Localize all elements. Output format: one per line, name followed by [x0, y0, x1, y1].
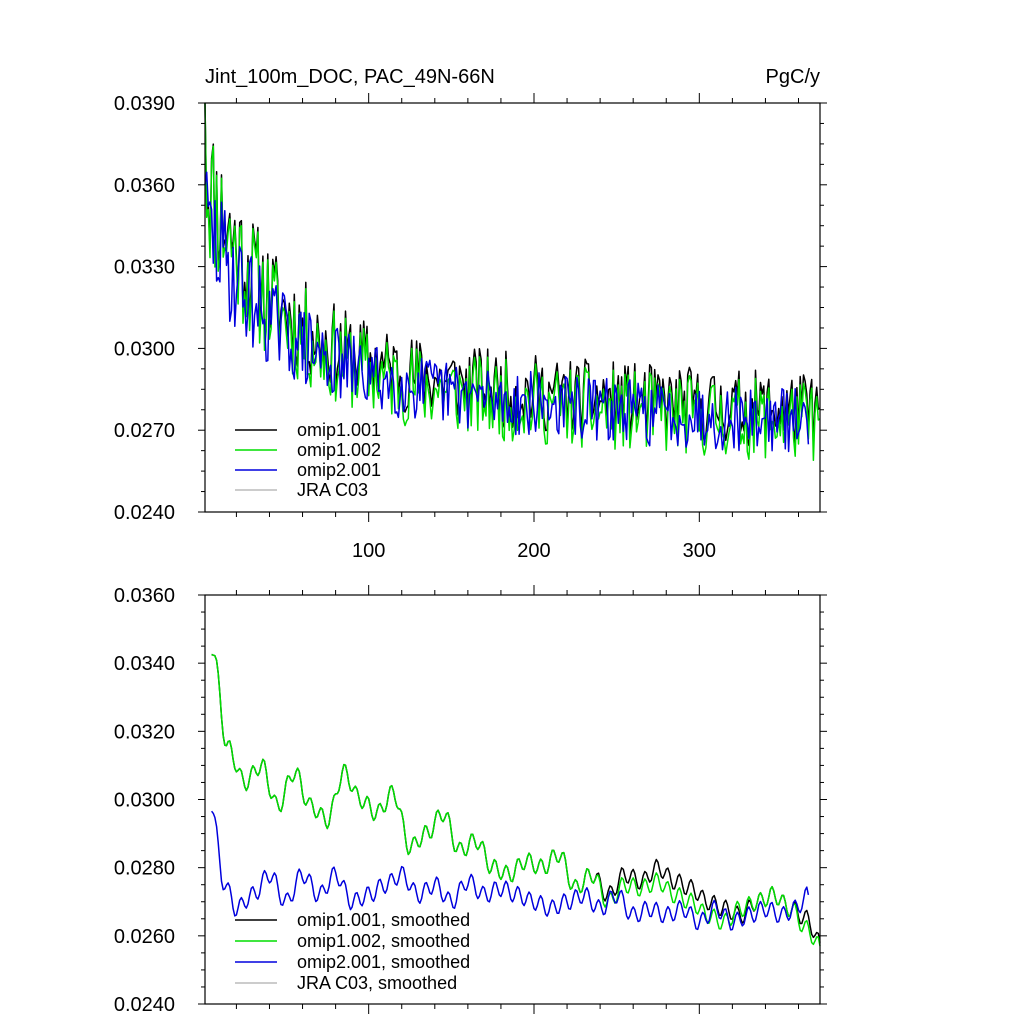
legend-label: omip1.001: [297, 420, 381, 440]
legend-label: JRA C03: [297, 480, 368, 500]
legend-label: omip1.002, smoothed: [297, 931, 470, 951]
y-tick-label: 0.0330: [114, 257, 175, 279]
y-tick-label: 0.0320: [114, 721, 175, 743]
axes: 0.0240 0.0270 0.0300 0.0330 0.0360 0.0390 100 2…: [114, 93, 827, 562]
panel-smoothed: 0.0240 0.0260 0.0280 0.0300 0.0320 0.0340 0.03…: [114, 585, 827, 1016]
y-tick-label: 0.0240: [114, 502, 175, 524]
y-tick-label: 0.0390: [114, 93, 175, 115]
chart-units: PgC/y: [766, 66, 820, 88]
y-tick-label: 0.0240: [114, 994, 175, 1016]
legend-label: omip2.001, smoothed: [297, 952, 470, 972]
y-tick-label: 0.0300: [114, 790, 175, 812]
legend-label: omip1.001, smoothed: [297, 910, 470, 930]
y-tick-label: 0.0270: [114, 420, 175, 442]
chart-title: Jint_100m_DOC, PAC_49N-66N: [205, 66, 495, 88]
y-tick-label: 0.0360: [114, 585, 175, 607]
legend-label: JRA C03, smoothed: [297, 973, 457, 993]
y-tick-label: 0.0360: [114, 175, 175, 197]
series-line: [211, 810, 810, 931]
panel-raw: Jint_100m_DOC, PAC_49N-66N PgC/y 0.02400…: [114, 66, 827, 562]
axes: 0.0240 0.0260 0.0280 0.0300 0.0320 0.0340 0.03…: [114, 585, 827, 1016]
x-tick-label: 200: [517, 540, 550, 562]
legend-label: omip2.001: [297, 460, 381, 480]
series-group: [204, 102, 821, 462]
series-group: [211, 653, 821, 947]
y-tick-label: 0.0260: [114, 926, 175, 948]
legend-label: omip1.002: [297, 440, 381, 460]
y-tick-label: 0.0340: [114, 653, 175, 675]
y-tick-label: 0.0300: [114, 338, 175, 360]
series-line: [211, 653, 821, 947]
series-line: [204, 171, 810, 453]
y-tick-label: 0.0280: [114, 858, 175, 880]
x-tick-label: 100: [352, 540, 385, 562]
x-tick-label: 300: [683, 540, 716, 562]
